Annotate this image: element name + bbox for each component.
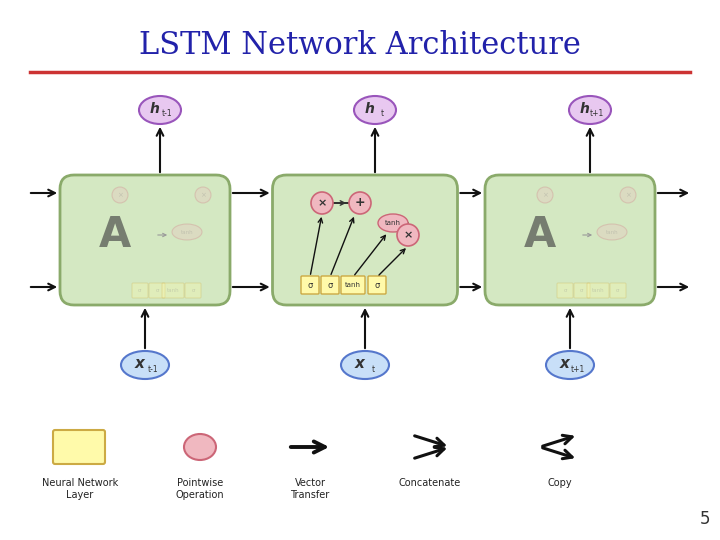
Text: t-1: t-1 [148, 364, 158, 374]
Text: A: A [99, 214, 131, 256]
FancyBboxPatch shape [60, 175, 230, 305]
Circle shape [311, 192, 333, 214]
Ellipse shape [139, 96, 181, 124]
Text: tanh: tanh [167, 287, 179, 293]
Text: σ: σ [192, 287, 194, 293]
FancyBboxPatch shape [149, 283, 165, 298]
Text: h: h [150, 102, 160, 116]
Text: h: h [580, 102, 590, 116]
FancyBboxPatch shape [185, 283, 201, 298]
Text: tanh: tanh [345, 282, 361, 288]
Text: tanh: tanh [592, 287, 604, 293]
Circle shape [620, 187, 636, 203]
Text: Pointwise
Operation: Pointwise Operation [176, 478, 225, 500]
Text: tanh: tanh [385, 220, 401, 226]
Text: t+1: t+1 [590, 109, 604, 118]
Text: Concatenate: Concatenate [399, 478, 461, 488]
Text: σ: σ [156, 287, 158, 293]
Text: +: + [355, 197, 365, 210]
Ellipse shape [172, 224, 202, 240]
Circle shape [112, 187, 128, 203]
Ellipse shape [597, 224, 627, 240]
Text: σ: σ [374, 280, 379, 289]
Text: σ: σ [580, 287, 584, 293]
Text: 5: 5 [700, 510, 710, 528]
Text: A: A [524, 214, 556, 256]
FancyBboxPatch shape [557, 283, 573, 298]
Circle shape [397, 224, 419, 246]
Text: LSTM Network Architecture: LSTM Network Architecture [139, 30, 581, 60]
FancyBboxPatch shape [53, 430, 105, 464]
Circle shape [349, 192, 371, 214]
Text: x: x [135, 356, 145, 372]
Text: ×: × [318, 198, 327, 208]
FancyBboxPatch shape [574, 283, 590, 298]
FancyBboxPatch shape [587, 283, 609, 298]
FancyBboxPatch shape [341, 276, 365, 294]
Text: Vector
Transfer: Vector Transfer [290, 478, 330, 500]
Text: ×: × [542, 192, 548, 198]
FancyBboxPatch shape [610, 283, 626, 298]
Text: σ: σ [563, 287, 567, 293]
Text: tanh: tanh [606, 230, 618, 234]
Text: σ: σ [138, 287, 142, 293]
Ellipse shape [354, 96, 396, 124]
Circle shape [537, 187, 553, 203]
FancyBboxPatch shape [272, 175, 457, 305]
Text: x: x [560, 356, 570, 372]
FancyBboxPatch shape [368, 276, 386, 294]
Text: t+1: t+1 [571, 364, 585, 374]
Text: tanh: tanh [181, 230, 193, 234]
FancyBboxPatch shape [485, 175, 655, 305]
FancyBboxPatch shape [162, 283, 184, 298]
Text: t-1: t-1 [162, 109, 172, 118]
Text: ×: × [117, 192, 123, 198]
Text: t: t [380, 109, 384, 118]
Text: Neural Network
Layer: Neural Network Layer [42, 478, 118, 500]
FancyBboxPatch shape [132, 283, 148, 298]
FancyBboxPatch shape [301, 276, 319, 294]
Ellipse shape [184, 434, 216, 460]
Text: σ: σ [616, 287, 620, 293]
Text: ×: × [200, 192, 206, 198]
Text: ×: × [403, 230, 413, 240]
Text: Copy: Copy [548, 478, 572, 488]
Text: ×: × [625, 192, 631, 198]
Ellipse shape [546, 351, 594, 379]
Ellipse shape [378, 214, 408, 232]
Circle shape [195, 187, 211, 203]
Text: x: x [355, 356, 365, 372]
Text: σ: σ [328, 280, 333, 289]
Text: σ: σ [307, 280, 312, 289]
Text: t: t [372, 364, 374, 374]
Ellipse shape [569, 96, 611, 124]
Text: h: h [365, 102, 375, 116]
FancyBboxPatch shape [321, 276, 339, 294]
Ellipse shape [341, 351, 389, 379]
Ellipse shape [121, 351, 169, 379]
